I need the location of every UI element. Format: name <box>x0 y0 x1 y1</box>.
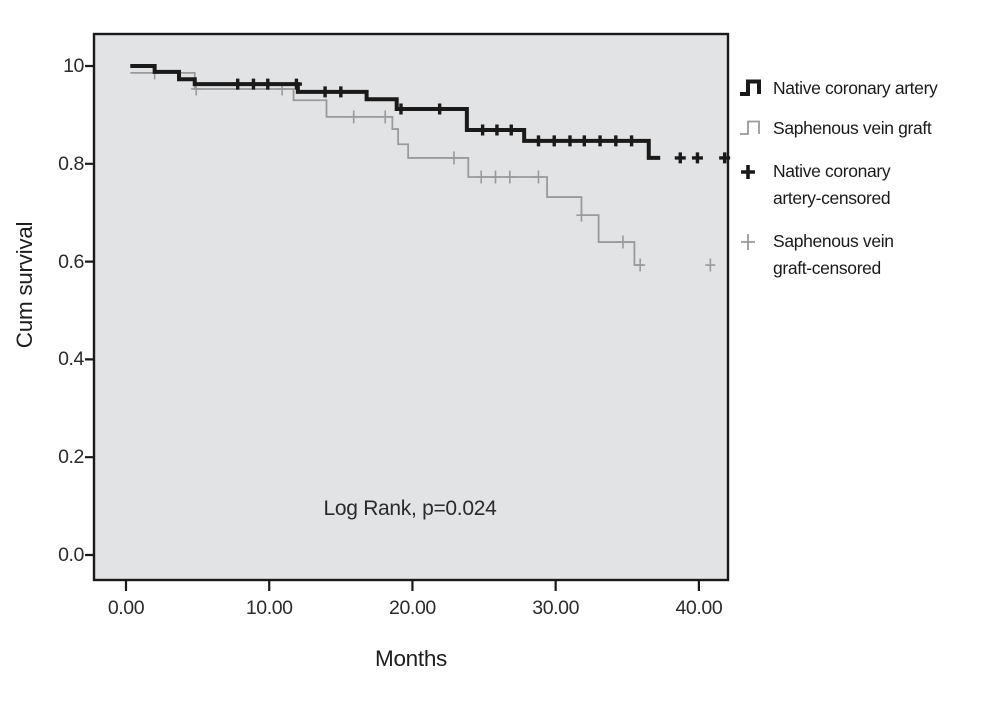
y-tick-label: 0.0 <box>58 544 84 566</box>
vein-graft-curve <box>130 71 644 266</box>
y-tick-label: 0.8 <box>58 152 84 175</box>
x-tick-marks <box>124 579 700 591</box>
y-tick-label: 0.4 <box>58 348 84 371</box>
y-tick-marks <box>85 64 95 557</box>
native-censored-marks <box>232 78 731 164</box>
y-tick-label: 0.2 <box>58 446 84 469</box>
x-tick-label: 20.00 <box>389 597 436 619</box>
plot-frame <box>92 32 730 582</box>
x-axis-title: Months <box>375 646 447 671</box>
y-tick-label: 10 <box>63 55 84 77</box>
x-tick-label: 10.00 <box>245 597 293 619</box>
log-rank-annotation: Log Rank, p=0.024 <box>323 497 497 520</box>
legend-item-graft: Saphenous vein graft <box>739 116 932 140</box>
legend-label-native: Native coronary artery <box>773 78 938 98</box>
native-artery-curve <box>130 64 661 160</box>
legend-item-native-censored: Native coronary artery-censored <box>739 158 891 212</box>
x-tick-label: 30.00 <box>532 597 580 619</box>
legend-item-graft-censored: Saphenous vein graft-censored <box>739 228 894 282</box>
x-tick-label: 0.00 <box>107 597 145 619</box>
legend-label-graft-censored: Saphenous vein graft-censored <box>773 231 894 278</box>
legend-item-native: Native coronary artery <box>739 76 938 100</box>
legend-label-native-censored: Native coronary artery-censored <box>773 161 891 208</box>
x-tick-label: 40.00 <box>675 597 723 619</box>
y-tick-label: 0.6 <box>58 250 84 273</box>
legend-label-graft: Saphenous vein graft <box>773 118 932 138</box>
